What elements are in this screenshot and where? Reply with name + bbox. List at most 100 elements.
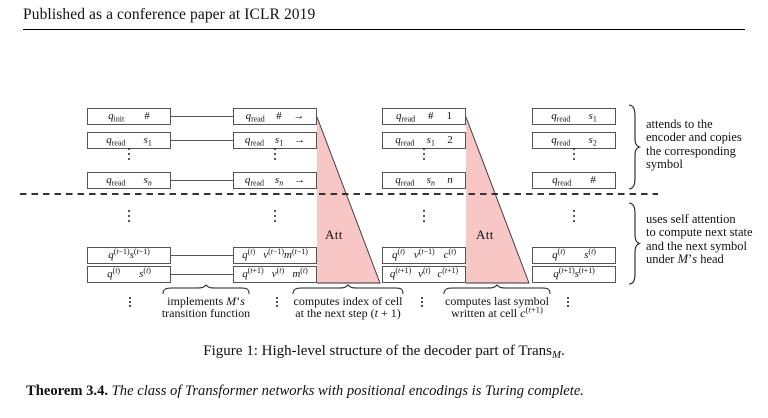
- math-token: v(t−1): [413, 247, 435, 261]
- math-token: qread: [395, 174, 415, 188]
- math-token: qinit: [108, 110, 125, 124]
- math-token: q(t+1)s(t+1): [553, 266, 595, 280]
- state-box: q(t−1)s(t−1): [87, 247, 171, 264]
- math-token: qread: [244, 174, 265, 188]
- connector-line: [171, 140, 233, 141]
- underbrace-index: [292, 284, 404, 295]
- state-box: q(t+1) v(t) m(t): [233, 266, 317, 283]
- attention-label: Att: [476, 227, 494, 242]
- math-token: q(t+1): [242, 266, 264, 280]
- math-token: qread: [551, 134, 571, 148]
- math-token: qread: [106, 174, 126, 188]
- math-token: v(t): [271, 266, 285, 280]
- math-token: →: [294, 174, 306, 186]
- connector-line: [171, 116, 233, 117]
- state-box: qread s1: [532, 108, 616, 125]
- math-token: #: [428, 110, 434, 122]
- state-box: q(t) v(t−1) c(t): [382, 247, 466, 264]
- state-box: q(t) s(t): [87, 266, 171, 283]
- vertical-dots: [276, 297, 278, 308]
- connector-line: [171, 274, 233, 275]
- vertical-dots: [421, 297, 423, 308]
- math-token: qread: [245, 110, 265, 124]
- vertical-dots: [423, 148, 425, 160]
- math-token: s1: [274, 134, 284, 148]
- state-box: qread sn →: [233, 172, 317, 189]
- side-annotation: uses self attention to compute next state…: [646, 212, 753, 266]
- math-token: q(t−1)s(t−1): [108, 247, 150, 261]
- math-token: →: [293, 110, 305, 122]
- math-token: m(t): [292, 266, 308, 280]
- state-box: qread #: [532, 172, 616, 189]
- math-token: s(t): [139, 266, 151, 280]
- attention-triangle: [465, 116, 530, 284]
- math-token: 1: [446, 110, 453, 122]
- state-box: qread #1: [382, 108, 466, 125]
- state-box: qread s2: [532, 132, 616, 149]
- state-box: q(t+1)s(t+1): [532, 266, 616, 283]
- state-box: q(t) s(t): [532, 247, 616, 264]
- figure-caption: Figure 1: High-level structure of the de…: [203, 343, 565, 362]
- math-token: v(t−1)m(t−1): [263, 247, 308, 261]
- state-box: qread s1 →: [233, 132, 317, 149]
- right-brace-top: [628, 104, 642, 190]
- state-box: qread # →: [233, 108, 317, 125]
- state-box: qread s1: [87, 132, 171, 149]
- math-token: s2: [588, 134, 597, 148]
- math-token: qread: [395, 134, 415, 148]
- math-token: c(t): [443, 247, 456, 261]
- math-token: sn: [426, 174, 435, 188]
- vertical-dots: [567, 297, 569, 308]
- vertical-dots: [128, 148, 130, 160]
- math-token: q(t): [107, 266, 121, 280]
- math-token: qread: [395, 110, 416, 124]
- math-token: #: [590, 174, 596, 186]
- section-divider-dashed: [20, 193, 658, 195]
- math-token: qread: [244, 134, 265, 148]
- vertical-dots: [573, 148, 575, 160]
- math-token: 2: [447, 134, 453, 146]
- math-token: c(t+1): [437, 266, 459, 280]
- theorem-body: The class of Transformer networks with p…: [111, 383, 584, 399]
- right-brace-bottom: [628, 202, 642, 285]
- header-rule: [23, 29, 745, 31]
- state-box: q(t) v(t−1)m(t−1): [233, 247, 317, 264]
- state-box: qread s1 2: [382, 132, 466, 149]
- state-box: q(t+1) v(t) c(t+1): [382, 266, 466, 283]
- math-token: q(t): [242, 247, 256, 261]
- math-token: qread: [106, 134, 126, 148]
- math-token: v(t): [418, 266, 431, 280]
- theorem-label: Theorem 3.4.: [26, 383, 109, 399]
- math-token: qread: [552, 174, 572, 188]
- math-token: s(t): [584, 247, 596, 261]
- math-token: n: [447, 174, 453, 186]
- attention-label: Att: [325, 227, 343, 242]
- vertical-dots: [274, 148, 276, 160]
- math-token: s1: [588, 110, 597, 124]
- underbrace-transition: [162, 284, 250, 295]
- math-token: sn: [143, 174, 152, 188]
- connector-line: [171, 180, 233, 181]
- underbrace-symbol: [443, 284, 551, 295]
- side-annotation: attends to the encoder and copies the corr…: [646, 117, 742, 171]
- attention-triangle: [316, 116, 381, 284]
- state-box: qread sn: [87, 172, 171, 189]
- math-token: q(t+1): [389, 266, 412, 280]
- math-token: #: [276, 110, 282, 122]
- brace-annotation: implements M’s transition function: [161, 294, 251, 320]
- math-token: s1: [143, 134, 152, 148]
- published-header: Published as a conference paper at ICLR …: [23, 6, 316, 23]
- theorem-statement: Theorem 3.4. The class of Transformer ne…: [26, 383, 584, 400]
- math-token: s1: [426, 134, 435, 148]
- brace-annotation: computes index of cell at the next step (…: [293, 294, 403, 320]
- math-token: →: [294, 134, 306, 146]
- math-token: q(t): [391, 247, 405, 261]
- state-box: qread sn n: [382, 172, 466, 189]
- vertical-dots: [129, 297, 131, 308]
- vertical-dots: [573, 210, 575, 222]
- math-token: qread: [551, 110, 571, 124]
- vertical-dots: [274, 210, 276, 222]
- brace-annotation: computes last symbol written at cell c(t+…: [445, 294, 549, 320]
